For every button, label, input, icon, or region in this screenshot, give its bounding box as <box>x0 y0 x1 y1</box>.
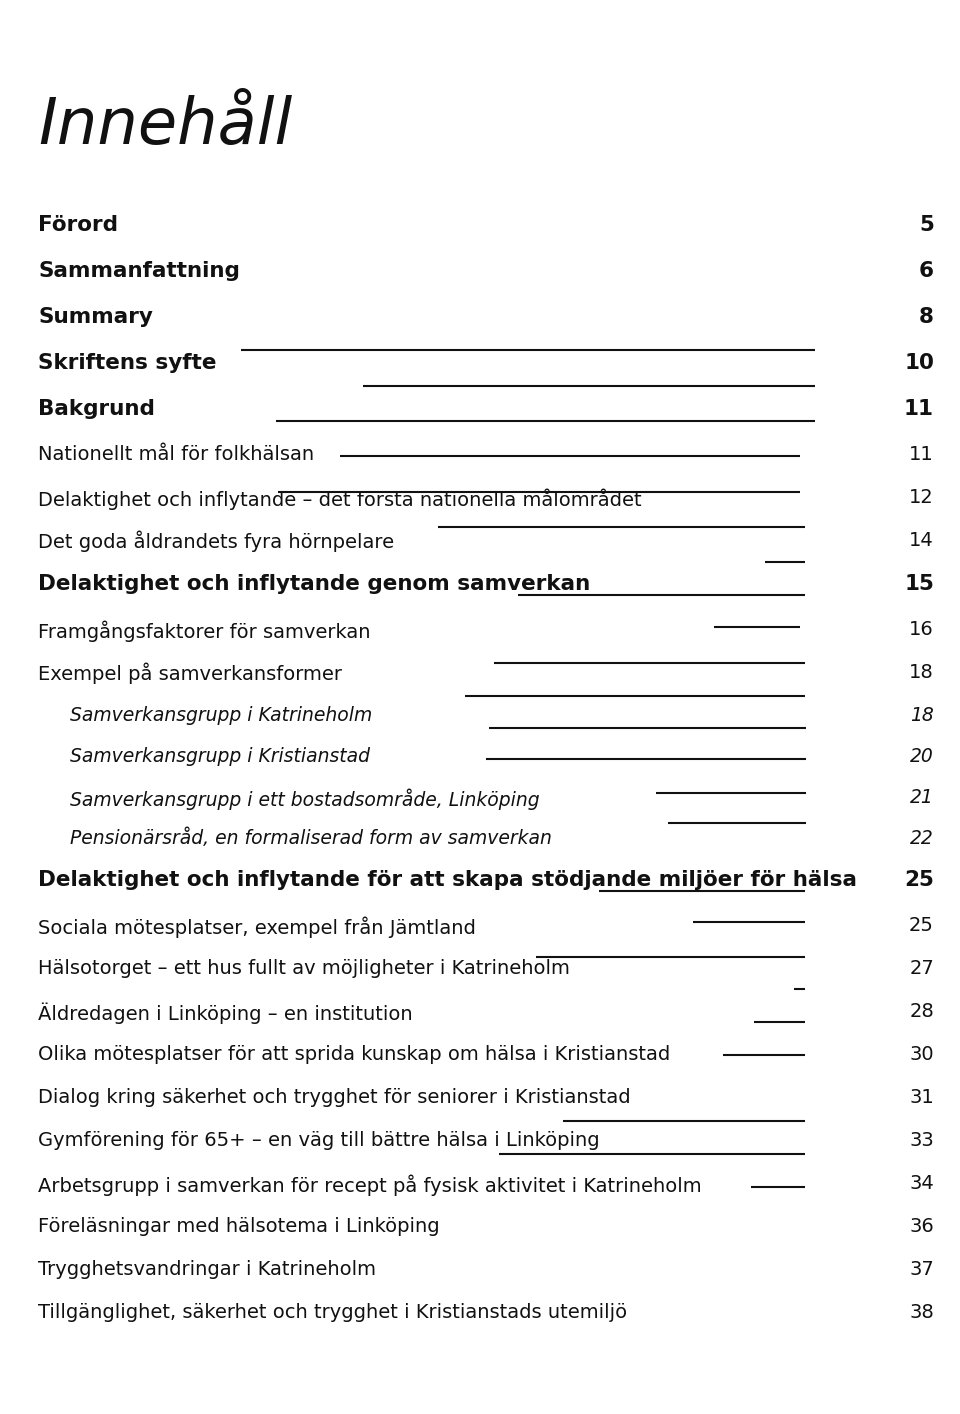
Text: 28: 28 <box>909 1003 934 1021</box>
Text: Dialog kring säkerhet och trygghet för seniorer i Kristianstad: Dialog kring säkerhet och trygghet för s… <box>38 1087 631 1107</box>
Text: 38: 38 <box>909 1302 934 1322</box>
Text: 33: 33 <box>909 1131 934 1150</box>
Text: Skriftens syfte: Skriftens syfte <box>38 354 217 373</box>
Text: Gymförening för 65+ – en väg till bättre hälsa i Linköping: Gymförening för 65+ – en väg till bättre… <box>38 1131 600 1150</box>
Text: 27: 27 <box>909 959 934 978</box>
Text: 15: 15 <box>904 574 934 594</box>
Text: 37: 37 <box>909 1260 934 1280</box>
Text: Trygghetsvandringar i Katrineholm: Trygghetsvandringar i Katrineholm <box>38 1260 376 1280</box>
Text: Det goda åldrandets fyra hörnpelare: Det goda åldrandets fyra hörnpelare <box>38 532 395 553</box>
Text: 11: 11 <box>909 445 934 464</box>
Text: Äldredagen i Linköping – en institution: Äldredagen i Linköping – en institution <box>38 1003 413 1024</box>
Text: 22: 22 <box>910 829 934 848</box>
Text: 25: 25 <box>909 916 934 935</box>
Text: Framgångsfaktorer för samverkan: Framgångsfaktorer för samverkan <box>38 619 371 642</box>
Text: Pensionärsråd, en formaliserad form av samverkan: Pensionärsråd, en formaliserad form av s… <box>70 829 552 848</box>
Text: 18: 18 <box>909 663 934 682</box>
Text: Innehåll: Innehåll <box>38 95 292 157</box>
Text: 11: 11 <box>904 399 934 419</box>
Text: Föreläsningar med hälsotema i Linköping: Föreläsningar med hälsotema i Linköping <box>38 1217 440 1236</box>
Text: Förord: Förord <box>38 215 118 235</box>
Text: 18: 18 <box>910 706 934 725</box>
Text: 14: 14 <box>909 532 934 550</box>
Text: Delaktighet och inflytande för att skapa stödjande miljöer för hälsa: Delaktighet och inflytande för att skapa… <box>38 870 857 889</box>
Text: Bakgrund: Bakgrund <box>38 399 155 419</box>
Text: 34: 34 <box>909 1174 934 1193</box>
Text: 12: 12 <box>909 488 934 508</box>
Text: Sammanfattning: Sammanfattning <box>38 262 240 281</box>
Text: 16: 16 <box>909 619 934 639</box>
Text: Tillgänglighet, säkerhet och trygghet i Kristianstads utemiljö: Tillgänglighet, säkerhet och trygghet i … <box>38 1302 627 1322</box>
Text: Sociala mötesplatser, exempel från Jämtland: Sociala mötesplatser, exempel från Jämtl… <box>38 916 476 937</box>
Text: Delaktighet och inflytande genom samverkan: Delaktighet och inflytande genom samverk… <box>38 574 590 594</box>
Text: Nationellt mål för folkhälsan: Nationellt mål för folkhälsan <box>38 445 314 464</box>
Text: Olika mötesplatser för att sprida kunskap om hälsa i Kristianstad: Olika mötesplatser för att sprida kunska… <box>38 1045 670 1063</box>
Text: Exempel på samverkansformer: Exempel på samverkansformer <box>38 663 342 684</box>
Text: 21: 21 <box>910 788 934 807</box>
Text: Arbetsgrupp i samverkan för recept på fysisk aktivitet i Katrineholm: Arbetsgrupp i samverkan för recept på fy… <box>38 1174 702 1195</box>
Text: 5: 5 <box>919 215 934 235</box>
Text: 31: 31 <box>909 1087 934 1107</box>
Text: 8: 8 <box>919 307 934 327</box>
Text: 10: 10 <box>904 354 934 373</box>
Text: Samverkansgrupp i Kristianstad: Samverkansgrupp i Kristianstad <box>70 747 370 766</box>
Text: Delaktighet och inflytande – det första nationella målområdet: Delaktighet och inflytande – det första … <box>38 488 641 509</box>
Text: 36: 36 <box>909 1217 934 1236</box>
Text: Summary: Summary <box>38 307 153 327</box>
Text: Samverkansgrupp i ett bostadsområde, Linköping: Samverkansgrupp i ett bostadsområde, Lin… <box>70 788 540 809</box>
Text: 6: 6 <box>919 262 934 281</box>
Text: Samverkansgrupp i Katrineholm: Samverkansgrupp i Katrineholm <box>70 706 372 725</box>
Text: 25: 25 <box>904 870 934 889</box>
Text: Hälsotorget – ett hus fullt av möjligheter i Katrineholm: Hälsotorget – ett hus fullt av möjlighet… <box>38 959 570 978</box>
Text: 20: 20 <box>910 747 934 766</box>
Text: 30: 30 <box>909 1045 934 1063</box>
